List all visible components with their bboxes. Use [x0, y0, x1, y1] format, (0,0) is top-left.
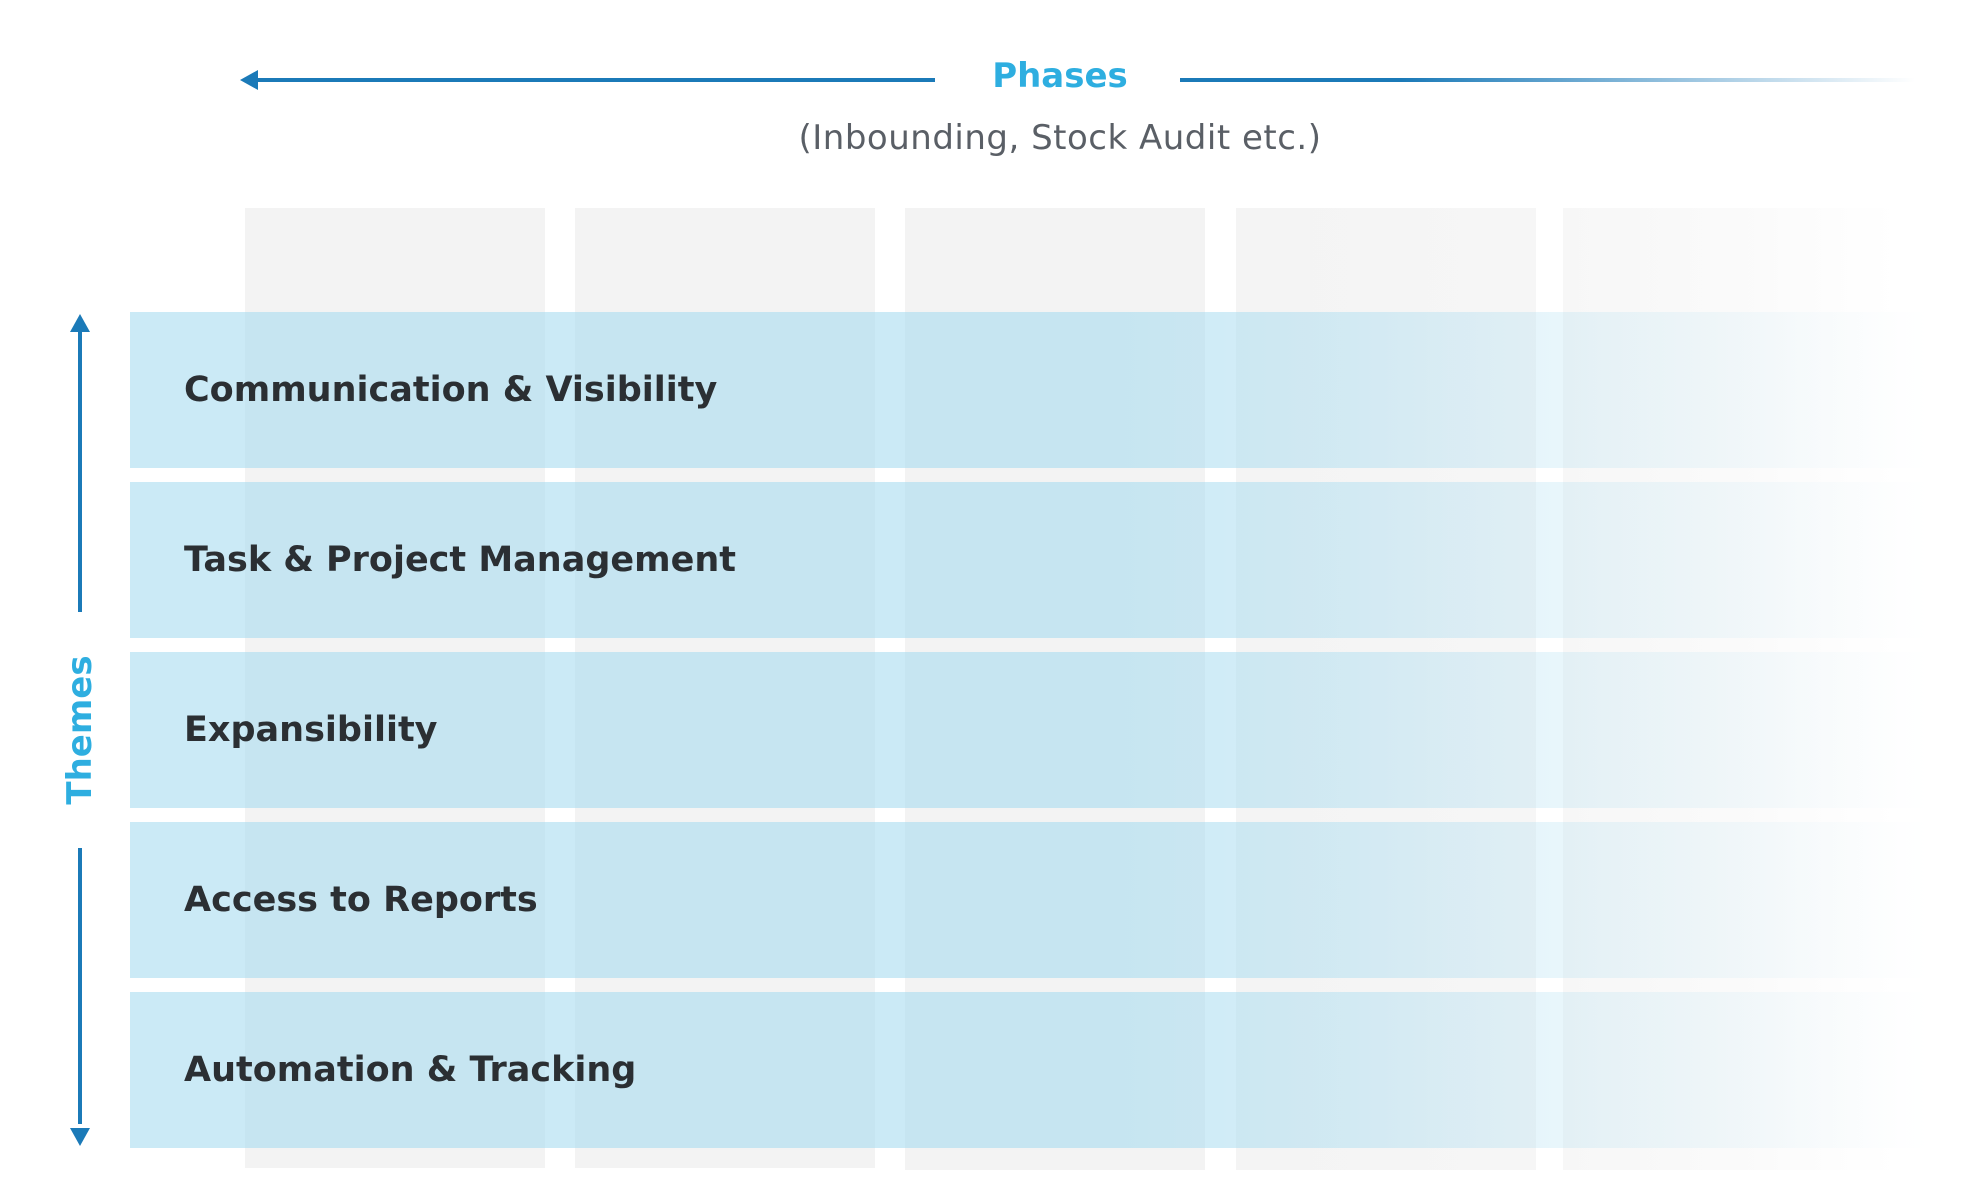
theme-label: Task & Project Management	[184, 540, 736, 580]
arrow-up-icon	[70, 314, 90, 332]
theme-label: Communication & Visibility	[184, 370, 718, 410]
phases-axis-line-left	[250, 78, 935, 82]
phases-axis-line-right	[1180, 78, 1915, 82]
arrow-down-icon	[70, 1128, 90, 1146]
themes-axis-line-top	[78, 330, 82, 612]
theme-row: Task & Project Management	[130, 482, 1930, 638]
theme-row: Automation & Tracking	[130, 992, 1930, 1148]
themes-axis-label: Themes	[60, 655, 100, 805]
theme-label: Automation & Tracking	[184, 1050, 637, 1090]
arrow-left-icon	[240, 70, 258, 90]
theme-row: Access to Reports	[130, 822, 1930, 978]
theme-row: Expansibility	[130, 652, 1930, 808]
phases-subtitle: (Inbounding, Stock Audit etc.)	[798, 118, 1322, 158]
themes-axis-line-bottom	[78, 848, 82, 1124]
theme-row: Communication & Visibility	[130, 312, 1930, 468]
phases-title: Phases	[992, 56, 1128, 96]
theme-label: Access to Reports	[184, 880, 538, 920]
theme-label: Expansibility	[184, 710, 438, 750]
